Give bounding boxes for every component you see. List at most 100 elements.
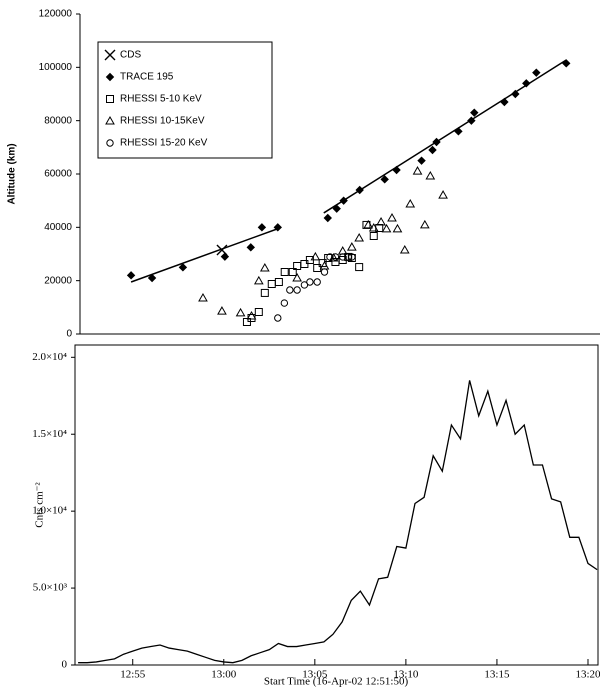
y-axis-label: Altitude (km) bbox=[7, 143, 18, 204]
y-tick-label: 2.0×10⁴ bbox=[32, 351, 67, 363]
legend-marker bbox=[105, 115, 115, 125]
marker bbox=[259, 262, 270, 272]
marker bbox=[257, 223, 267, 232]
x-tick-label: 13:10 bbox=[393, 669, 419, 681]
marker bbox=[467, 116, 476, 125]
marker bbox=[355, 263, 364, 272]
marker bbox=[339, 196, 348, 205]
x-tick-label: 13:00 bbox=[211, 669, 237, 681]
x-axis-label: Start Time (16-Apr-02 12:51:50) bbox=[264, 676, 409, 688]
marker bbox=[326, 253, 334, 261]
marker bbox=[432, 137, 441, 147]
marker bbox=[500, 97, 509, 107]
y-tick-label: 100000 bbox=[39, 62, 73, 73]
legend-label: CDS bbox=[120, 50, 141, 61]
legend-label: TRACE 195 bbox=[120, 72, 174, 83]
y-tick-label: 40000 bbox=[44, 222, 72, 233]
marker bbox=[332, 204, 341, 213]
y-tick-label: 0 bbox=[62, 659, 68, 671]
marker bbox=[235, 307, 246, 317]
marker bbox=[254, 308, 263, 316]
marker bbox=[286, 286, 294, 294]
marker bbox=[425, 170, 436, 180]
legend-marker bbox=[105, 72, 115, 82]
marker bbox=[198, 292, 208, 302]
marker bbox=[267, 280, 276, 288]
marker bbox=[339, 253, 347, 261]
marker bbox=[355, 185, 364, 195]
marker bbox=[428, 145, 437, 155]
marker bbox=[246, 243, 255, 252]
marker bbox=[376, 216, 386, 226]
marker bbox=[220, 252, 230, 261]
legend-marker bbox=[104, 49, 116, 61]
y-tick-label: 1.0×10⁴ bbox=[32, 505, 67, 517]
marker bbox=[306, 278, 314, 286]
marker bbox=[511, 89, 520, 99]
marker bbox=[147, 273, 157, 283]
marker bbox=[313, 278, 321, 286]
y-tick-label: 0 bbox=[66, 329, 72, 340]
x-tick-label: 12:55 bbox=[120, 669, 146, 681]
marker bbox=[246, 310, 257, 320]
marker bbox=[260, 288, 269, 297]
x-tick-label: 13:20 bbox=[575, 669, 600, 681]
marker bbox=[318, 259, 327, 268]
y-tick-label: 120000 bbox=[39, 9, 73, 20]
marker bbox=[292, 272, 302, 282]
series-line bbox=[78, 380, 598, 664]
plot-frame bbox=[74, 344, 599, 666]
legend-marker bbox=[106, 95, 114, 103]
marker bbox=[126, 271, 136, 280]
legend-box bbox=[97, 41, 273, 159]
marker bbox=[280, 299, 289, 307]
marker bbox=[346, 242, 357, 251]
marker bbox=[438, 190, 448, 199]
marker bbox=[319, 260, 330, 270]
marker bbox=[273, 223, 282, 232]
marker bbox=[369, 232, 378, 240]
y-tick-label: 80000 bbox=[44, 115, 72, 126]
marker bbox=[331, 253, 340, 261]
marker bbox=[405, 198, 416, 208]
marker bbox=[288, 268, 297, 276]
marker bbox=[293, 286, 301, 294]
y-tick-label: 5.0×10³ bbox=[33, 582, 68, 594]
marker bbox=[381, 223, 392, 233]
marker bbox=[354, 232, 365, 242]
marker bbox=[380, 175, 389, 184]
legend-label: RHESSI 5-10 KeV bbox=[120, 94, 202, 105]
marker bbox=[274, 314, 282, 322]
marker bbox=[217, 306, 227, 315]
marker bbox=[392, 223, 403, 233]
marker bbox=[253, 275, 264, 285]
y-tick-label: 20000 bbox=[44, 275, 72, 286]
altitude-panel: Altitude (km) 0 20000 40000 60000 80000 10000… bbox=[7, 9, 600, 340]
marker bbox=[368, 222, 379, 232]
marker bbox=[300, 281, 309, 289]
marker bbox=[392, 165, 401, 175]
marker bbox=[522, 79, 531, 88]
legend-label: RHESSI 10-15KeV bbox=[120, 116, 205, 127]
marker bbox=[387, 212, 397, 222]
x-tick-label: 13:15 bbox=[484, 669, 510, 681]
marker bbox=[344, 253, 352, 261]
marker bbox=[274, 278, 283, 286]
x-tick-label: 13:05 bbox=[302, 669, 328, 681]
marker bbox=[454, 127, 463, 136]
marker bbox=[363, 219, 374, 229]
y-axis-label: Cnts cm⁻² bbox=[34, 482, 46, 528]
marker bbox=[417, 156, 426, 165]
y-tick-label: 1.5×10⁴ bbox=[32, 428, 67, 440]
fit-line bbox=[130, 227, 281, 283]
marker bbox=[280, 268, 289, 276]
flux-panel: Cnts cm⁻² Start Time (16-Apr-02 12:51:50… bbox=[32, 344, 600, 688]
marker bbox=[310, 251, 321, 261]
marker bbox=[532, 68, 541, 77]
y-tick-label: 60000 bbox=[44, 169, 72, 180]
marker bbox=[399, 244, 410, 254]
marker bbox=[412, 166, 423, 175]
marker bbox=[323, 213, 332, 223]
marker bbox=[375, 224, 384, 232]
